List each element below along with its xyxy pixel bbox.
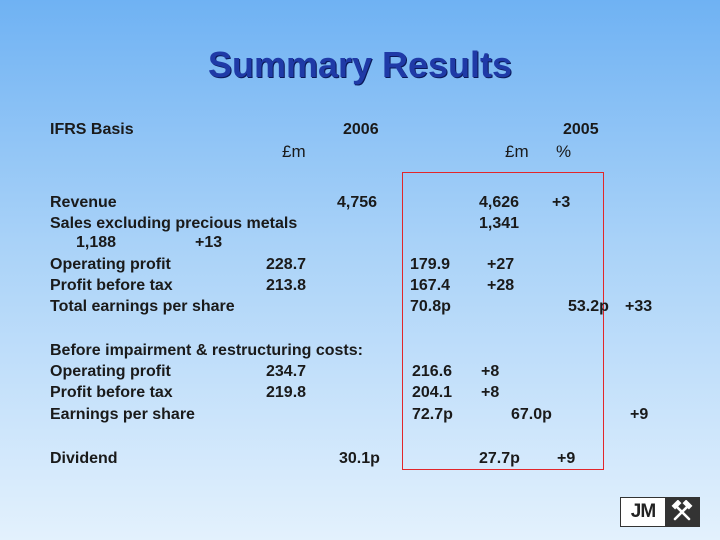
sales-2006: 1,188 <box>76 234 117 251</box>
dividend-pct: +9 <box>557 450 576 467</box>
before-impairment-heading: Before impairment & restructuring costs: <box>50 342 363 359</box>
op2-2006: 234.7 <box>266 363 307 380</box>
op-2005: 179.9 <box>410 256 451 273</box>
pbt2-label: Profit before tax <box>50 384 173 401</box>
op-2006: 228.7 <box>266 256 307 273</box>
op-label: Operating profit <box>50 256 171 273</box>
logo-text: JM <box>630 501 656 522</box>
revenue-2005: 4,626 <box>479 194 520 211</box>
pbt2-pct: +8 <box>481 384 500 401</box>
eps2-2006: 72.7p <box>412 406 453 423</box>
unit-pct: % <box>556 142 572 161</box>
basis-label: IFRS Basis <box>50 121 134 138</box>
dividend-2006: 30.1p <box>339 450 380 467</box>
op-pct: +27 <box>487 256 515 273</box>
revenue-label: Revenue <box>50 194 117 211</box>
highlight-box <box>402 172 604 470</box>
unit-2006: £m <box>282 142 306 161</box>
eps2-label: Earnings per share <box>50 406 195 423</box>
revenue-2006: 4,756 <box>337 194 378 211</box>
op2-pct: +8 <box>481 363 500 380</box>
eps2-2005: 67.0p <box>511 406 552 423</box>
eps-2006: 70.8p <box>410 298 451 315</box>
sales-label: Sales excluding precious metals <box>50 215 298 232</box>
sales-2005: 1,341 <box>479 215 520 232</box>
dividend-2005: 27.7p <box>479 450 520 467</box>
eps2-pct: +9 <box>630 406 649 423</box>
eps-pct: +33 <box>625 298 653 315</box>
eps-2005: 53.2p <box>568 298 609 315</box>
sales-pct: +13 <box>195 234 223 251</box>
op2-label: Operating profit <box>50 363 171 380</box>
year-2006-header: 2006 <box>343 121 379 138</box>
eps-label: Total earnings per share <box>50 298 235 315</box>
unit-2005: £m <box>505 142 529 161</box>
company-logo: JM <box>620 497 700 527</box>
pbt2-2006: 219.8 <box>266 384 307 401</box>
pbt-label: Profit before tax <box>50 277 173 294</box>
year-2005-header: 2005 <box>563 121 599 138</box>
revenue-pct: +3 <box>552 194 571 211</box>
page-title: Summary Results <box>207 44 513 85</box>
pbt-pct: +28 <box>487 277 515 294</box>
op2-2005: 216.6 <box>412 363 453 380</box>
crossed-hammers-icon <box>665 498 699 526</box>
pbt-2005: 167.4 <box>410 277 451 294</box>
dividend-label: Dividend <box>50 450 118 467</box>
pbt2-2005: 204.1 <box>412 384 453 401</box>
pbt-2006: 213.8 <box>266 277 307 294</box>
